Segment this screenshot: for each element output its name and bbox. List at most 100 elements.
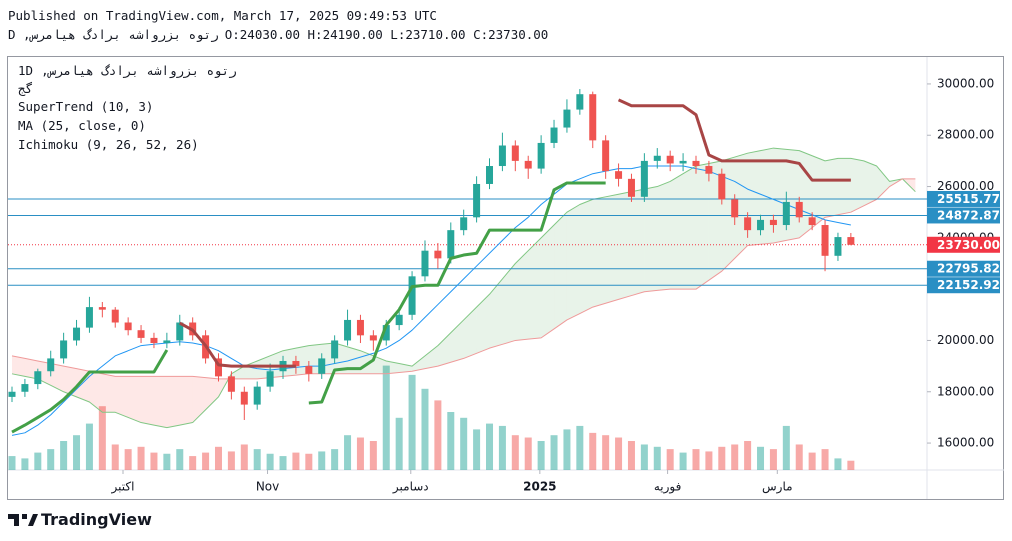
volume-bar bbox=[653, 446, 661, 470]
volume-bar bbox=[318, 451, 326, 470]
candle-body bbox=[808, 217, 816, 226]
volume-bar bbox=[85, 423, 93, 470]
cloud-fill bbox=[566, 204, 580, 320]
volume-bar bbox=[163, 453, 171, 470]
exchange: گج bbox=[18, 81, 34, 96]
cloud-fill bbox=[347, 346, 361, 374]
cloud-fill bbox=[205, 377, 219, 410]
cloud-fill bbox=[812, 155, 826, 228]
candle-body bbox=[111, 309, 119, 323]
candle-body bbox=[769, 219, 777, 226]
x-tick-label: اکتبر bbox=[111, 480, 135, 495]
volume-bar bbox=[266, 453, 274, 470]
cloud-fill bbox=[102, 373, 116, 413]
volume-bar bbox=[537, 441, 545, 470]
price-box-label: 25515.77 bbox=[937, 192, 1000, 206]
candle-body bbox=[447, 230, 455, 259]
cloud-fill bbox=[541, 225, 555, 338]
price-box bbox=[927, 190, 1000, 207]
candle-body bbox=[473, 183, 481, 218]
candle-body bbox=[214, 358, 222, 377]
cloud-fill bbox=[89, 371, 103, 413]
published: Published on TradingView.com, March 17, … bbox=[8, 8, 437, 23]
candle-body bbox=[137, 330, 145, 338]
volume-bar bbox=[589, 432, 597, 470]
volume-bar bbox=[408, 374, 416, 470]
candle-body bbox=[253, 386, 261, 405]
volume-bar bbox=[176, 449, 184, 470]
price-box bbox=[927, 260, 1000, 277]
interval: 1D bbox=[18, 63, 34, 78]
supertrend-down bbox=[617, 98, 851, 182]
volume-bar bbox=[189, 456, 197, 470]
volume-bar bbox=[666, 449, 674, 470]
volume-bar bbox=[808, 452, 816, 470]
cloud-fill bbox=[153, 376, 167, 428]
candle-body bbox=[318, 358, 326, 374]
volume-bar bbox=[731, 444, 739, 470]
volume-bar bbox=[511, 435, 519, 470]
candle-body bbox=[627, 178, 635, 197]
candle-body bbox=[395, 314, 403, 326]
volume-bar bbox=[795, 444, 803, 470]
volume-bar bbox=[98, 406, 106, 470]
candle-body bbox=[640, 160, 648, 197]
candle-body bbox=[21, 384, 29, 392]
symbol: رتوه بزرواشه برادگ هیامرس, D bbox=[8, 27, 219, 42]
volume-bar bbox=[21, 458, 29, 470]
y-tick-label: 30000.00 bbox=[937, 76, 994, 90]
legend-supertrend: SuperTrend (10, 3) bbox=[18, 99, 154, 114]
cloud-fill bbox=[695, 163, 709, 290]
cloud-fill bbox=[12, 355, 25, 377]
price-box-label: 23730.00 bbox=[937, 238, 1000, 252]
candle-body bbox=[744, 217, 752, 231]
candle-body bbox=[718, 173, 726, 200]
candle-body bbox=[34, 371, 42, 385]
legend-ichimoku: Ichimoku (9, 26, 52, 26) bbox=[18, 137, 199, 152]
cloud-fill bbox=[231, 366, 245, 379]
volume-bar bbox=[240, 444, 248, 470]
candle-body bbox=[834, 237, 842, 256]
cloud-fill bbox=[424, 345, 438, 369]
cloud-fill bbox=[179, 376, 193, 426]
volume-bar bbox=[744, 441, 752, 470]
candle-body bbox=[382, 325, 390, 341]
ichimoku-span-b bbox=[11, 178, 916, 380]
candle-body bbox=[795, 201, 803, 218]
volume-bar bbox=[563, 429, 571, 470]
cloud-fill bbox=[115, 376, 129, 418]
x-tick-label: Nov bbox=[256, 480, 279, 494]
cloud-fill bbox=[192, 376, 206, 423]
volume-bar bbox=[73, 435, 81, 470]
cloud-fill bbox=[734, 153, 748, 259]
volume-bar bbox=[627, 441, 635, 470]
cloud-fill bbox=[850, 158, 864, 213]
cloud-fill bbox=[450, 319, 464, 363]
supertrend-up bbox=[11, 349, 169, 434]
candle-body bbox=[408, 276, 416, 315]
candle-body bbox=[782, 201, 790, 226]
candle-body bbox=[124, 322, 132, 331]
cloud-fill bbox=[644, 186, 658, 292]
volume-bar bbox=[356, 437, 364, 470]
volume-bar bbox=[331, 449, 339, 470]
candle-body bbox=[73, 327, 81, 341]
cloud-fill bbox=[670, 173, 684, 290]
cloud-fill bbox=[373, 355, 387, 374]
candle-body bbox=[305, 366, 313, 374]
y-tick-label: 20000.00 bbox=[937, 333, 994, 347]
cloud-fill bbox=[437, 332, 451, 367]
candle-body bbox=[344, 319, 352, 341]
price-box bbox=[927, 207, 1000, 224]
supertrend-up bbox=[308, 181, 606, 405]
cloud-fill bbox=[876, 166, 890, 200]
cloud-fill bbox=[592, 196, 606, 308]
candle-body bbox=[227, 376, 235, 392]
volume-bar bbox=[615, 437, 623, 470]
cloud-fill bbox=[166, 376, 180, 428]
volume-bar bbox=[150, 452, 158, 470]
candle-body bbox=[821, 225, 829, 256]
cloud-fill bbox=[631, 189, 645, 296]
